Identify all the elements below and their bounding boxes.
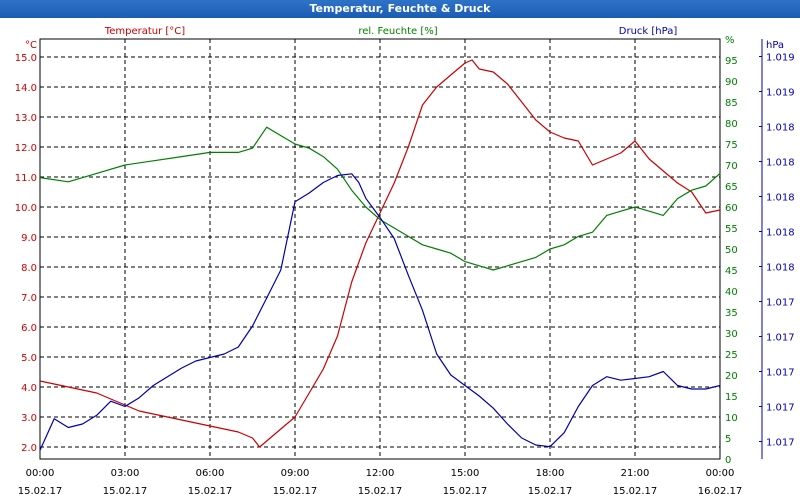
pressure-tick-label: 1.017 xyxy=(766,298,795,309)
humidity-tick-label: 15 xyxy=(725,392,738,403)
x-tick-date: 15.02.17 xyxy=(528,486,573,497)
humidity-tick-label: 55 xyxy=(725,224,738,235)
x-tick-time: 21:00 xyxy=(621,468,650,479)
humidity-tick-label: 65 xyxy=(725,182,738,193)
humidity-tick-label: 25 xyxy=(725,350,738,361)
temperature-tick-label: 7.0 xyxy=(21,293,37,304)
x-tick-time: 15:00 xyxy=(451,468,480,479)
pressure-tick-label: 1.019 xyxy=(766,53,795,64)
temperature-tick-label: 8.0 xyxy=(21,263,37,274)
line-chart: 00:00 15.02.17 03:00 15.02.17 06:00 15.02.17 0… xyxy=(15,26,795,497)
humidity-series-line xyxy=(39,126,721,271)
humidity-tick-label: 70 xyxy=(725,161,738,172)
humidity-tick-label: 35 xyxy=(725,308,738,319)
humidity-axis-title: rel. Feuchte [%] xyxy=(358,26,437,37)
x-tick-date: 15.02.17 xyxy=(18,486,63,497)
temperature-tick-label: 14.0 xyxy=(15,83,37,94)
pressure-tick-label: 1.018 xyxy=(766,158,795,169)
humidity-tick-label: 40 xyxy=(725,287,738,298)
temperature-tick-label: 11.0 xyxy=(15,173,37,184)
x-tick-time: 12:00 xyxy=(366,468,395,479)
temperature-tick-label: 9.0 xyxy=(21,233,37,244)
humidity-tick-label: 45 xyxy=(725,266,738,277)
axes: 00:00 15.02.17 03:00 15.02.17 06:00 15.02.17 0… xyxy=(15,35,795,497)
pressure-tick-label: 1.017 xyxy=(766,368,795,379)
temperature-tick-label: 2.0 xyxy=(21,443,37,454)
temperature-tick-label: 3.0 xyxy=(21,413,37,424)
humidity-tick-label: 30 xyxy=(725,329,738,340)
pressure-tick-label: 1.018 xyxy=(766,263,795,274)
pressure-series-line xyxy=(39,173,721,451)
series-lines xyxy=(39,59,721,451)
pressure-tick-label: 1.018 xyxy=(766,123,795,134)
pressure-tick-label: 1.018 xyxy=(766,193,795,204)
pressure-tick-label: 1.017 xyxy=(766,403,795,414)
temperature-tick-label: 12.0 xyxy=(15,143,37,154)
x-tick-date: 16.02.17 xyxy=(698,486,743,497)
pressure-tick-label: 1.018 xyxy=(766,228,795,239)
humidity-tick-label: 85 xyxy=(725,98,738,109)
pressure-axis-title: Druck [hPa] xyxy=(619,26,678,37)
temperature-tick-label: 5.0 xyxy=(21,353,37,364)
x-tick-time: 00:00 xyxy=(26,468,55,479)
temperature-tick-label: 6.0 xyxy=(21,323,37,334)
pressure-unit-label: hPa xyxy=(766,40,784,51)
temperature-axis-title: Temperatur [°C] xyxy=(104,26,185,37)
humidity-tick-label: 80 xyxy=(725,119,738,130)
temperature-tick-label: 13.0 xyxy=(15,113,37,124)
temperature-unit-label: °C xyxy=(25,40,37,51)
temperature-tick-label: 15.0 xyxy=(15,53,37,64)
window-titlebar: Temperatur, Feuchte & Druck xyxy=(0,0,800,18)
grid xyxy=(39,38,721,460)
temperature-tick-label: 10.0 xyxy=(15,203,37,214)
humidity-tick-label: 20 xyxy=(725,371,738,382)
temperature-series-line xyxy=(39,59,721,448)
temperature-tick-label: 4.0 xyxy=(21,383,37,394)
humidity-tick-label: 90 xyxy=(725,77,738,88)
x-tick-date: 15.02.17 xyxy=(188,486,233,497)
humidity-tick-label: 50 xyxy=(725,245,738,256)
humidity-tick-label: 95 xyxy=(725,56,738,67)
x-tick-time: 18:00 xyxy=(536,468,565,479)
x-tick-date: 15.02.17 xyxy=(358,486,403,497)
chart-title: Temperatur, Feuchte & Druck xyxy=(309,2,491,15)
pressure-tick-label: 1.017 xyxy=(766,438,795,449)
chart-area: 00:00 15.02.17 03:00 15.02.17 06:00 15.02.17 0… xyxy=(0,18,800,500)
humidity-tick-label: 60 xyxy=(725,203,738,214)
pressure-tick-label: 1.019 xyxy=(766,88,795,99)
pressure-tick-label: 1.017 xyxy=(766,333,795,344)
x-tick-date: 15.02.17 xyxy=(443,486,488,497)
x-tick-time: 06:00 xyxy=(196,468,225,479)
humidity-tick-label: 10 xyxy=(725,413,738,424)
x-tick-date: 15.02.17 xyxy=(103,486,148,497)
x-tick-date: 15.02.17 xyxy=(273,486,318,497)
humidity-tick-label: 75 xyxy=(725,140,738,151)
x-tick-time: 00:00 xyxy=(706,468,735,479)
humidity-tick-label: 5 xyxy=(725,434,731,445)
x-tick-date: 15.02.17 xyxy=(613,486,658,497)
humidity-tick-label: % xyxy=(725,35,735,46)
humidity-tick-label: 0 xyxy=(725,455,731,466)
x-tick-time: 03:00 xyxy=(111,468,140,479)
x-tick-time: 09:00 xyxy=(281,468,310,479)
